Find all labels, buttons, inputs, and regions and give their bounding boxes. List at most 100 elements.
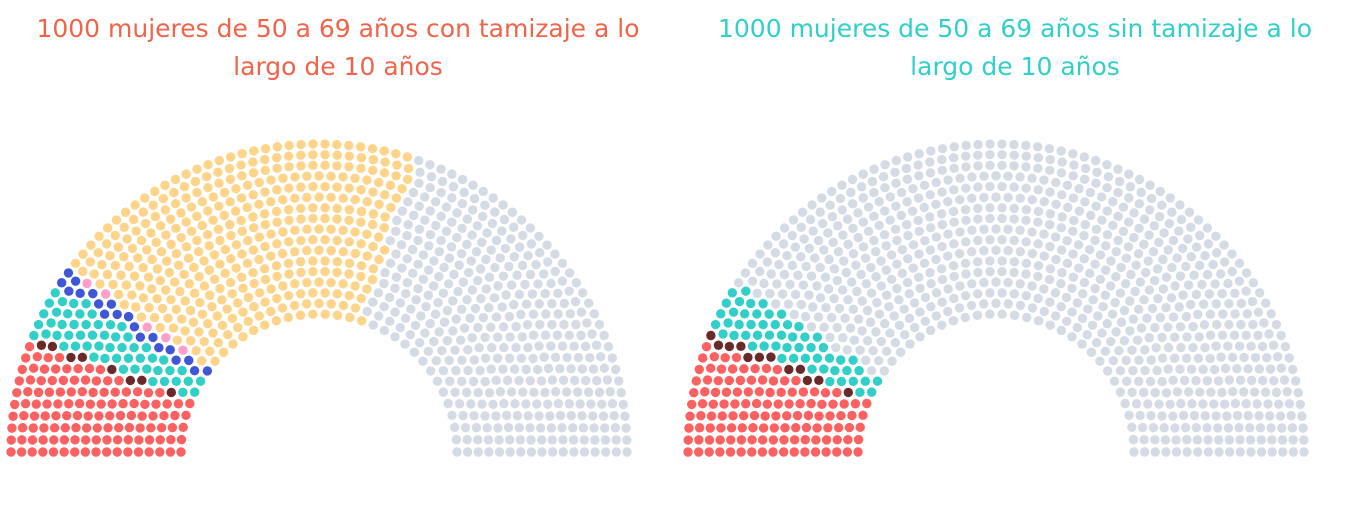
seat-dot-grey bbox=[991, 277, 1001, 287]
seat-dot-yellow bbox=[225, 174, 236, 184]
seat-dot-yellow bbox=[259, 264, 270, 274]
seat-dot-grey bbox=[1033, 316, 1044, 326]
seat-dot-yellow bbox=[338, 225, 348, 236]
seat-dot-grey bbox=[997, 139, 1007, 149]
seat-dot-grey bbox=[1213, 435, 1224, 445]
seat-dot-red bbox=[91, 376, 102, 386]
seat-dot-yellow bbox=[314, 224, 324, 234]
seat-dot-red bbox=[115, 410, 126, 421]
seat-dot-grey bbox=[406, 304, 416, 314]
seat-dot-grey bbox=[1200, 251, 1210, 261]
seat-dot-grey bbox=[949, 185, 959, 195]
seat-dot-grey bbox=[1062, 180, 1073, 190]
seat-dot-grey bbox=[829, 293, 839, 304]
seat-dot-grey bbox=[1158, 284, 1169, 294]
seat-dot-grey bbox=[568, 435, 579, 445]
seat-dot-teal bbox=[759, 341, 769, 351]
seat-dot-yellow bbox=[116, 270, 126, 280]
seat-dot-yellow bbox=[356, 206, 367, 217]
seat-dot-grey bbox=[1223, 423, 1234, 433]
seat-dot-red bbox=[121, 387, 132, 397]
seat-dot-grey bbox=[515, 435, 526, 445]
seat-dot-grey bbox=[967, 193, 977, 203]
seat-dot-red bbox=[726, 423, 737, 433]
seat-dot-grey bbox=[1227, 352, 1238, 362]
seat-dot-grey bbox=[434, 327, 444, 337]
seat-dot-blue bbox=[93, 299, 104, 309]
seat-dot-grey bbox=[1210, 279, 1220, 289]
seat-dot-grey bbox=[902, 219, 912, 230]
seat-dot-grey bbox=[1015, 193, 1025, 203]
seat-dot-blue bbox=[189, 366, 200, 376]
seat-dot-yellow bbox=[332, 139, 342, 150]
seat-dot-grey bbox=[408, 187, 419, 198]
seat-dot-grey bbox=[578, 423, 589, 433]
seat-dot-grey bbox=[1045, 320, 1055, 330]
seat-dot-yellow bbox=[142, 245, 152, 255]
seat-dot-grey bbox=[415, 167, 425, 178]
seat-dot-grey bbox=[1140, 345, 1150, 355]
seat-dot-grey bbox=[1199, 319, 1210, 330]
seat-dot-grey bbox=[1144, 230, 1154, 240]
seat-dot-grey bbox=[438, 288, 449, 298]
seat-dot-grey bbox=[985, 203, 995, 213]
seat-dot-red bbox=[124, 422, 135, 433]
seat-dot-grey bbox=[551, 387, 561, 397]
seat-dot-grey bbox=[1218, 309, 1228, 319]
seat-dot-grey bbox=[1229, 330, 1240, 340]
seat-dot-grey bbox=[1097, 328, 1107, 338]
seat-dot-red bbox=[49, 435, 59, 445]
seat-dot-grey bbox=[1200, 411, 1210, 421]
seat-dot-red bbox=[170, 410, 180, 421]
seat-dot-grey bbox=[598, 411, 609, 421]
seat-dot-yellow bbox=[89, 269, 99, 279]
seat-dot-grey bbox=[919, 258, 930, 269]
seat-dot-grey bbox=[1163, 245, 1173, 255]
seat-dot-grey bbox=[908, 183, 918, 194]
seat-dot-yellow bbox=[320, 203, 330, 213]
seat-dot-red bbox=[737, 423, 747, 433]
seat-dot-grey bbox=[469, 411, 479, 421]
seat-dot-yellow bbox=[314, 298, 324, 309]
parliament-chart-screened bbox=[6, 139, 632, 457]
seat-dot-red bbox=[16, 447, 27, 457]
seat-dot-yellow bbox=[296, 139, 306, 150]
seat-dot-grey bbox=[442, 336, 453, 346]
seat-dot-red bbox=[789, 447, 799, 457]
seat-dot-grey bbox=[1178, 290, 1188, 300]
seat-dot-yellow bbox=[350, 173, 360, 183]
seat-dot-yellow bbox=[165, 214, 176, 224]
seat-dot-grey bbox=[1039, 306, 1049, 317]
seat-dot-grey bbox=[1248, 319, 1258, 330]
seat-dot-grey bbox=[571, 319, 581, 330]
seat-dot-yellow bbox=[95, 279, 105, 289]
seat-dot-red bbox=[724, 375, 734, 386]
seat-dot-grey bbox=[1088, 295, 1098, 305]
seat-dot-grey bbox=[594, 387, 605, 398]
seat-dot-grey bbox=[1090, 283, 1100, 294]
seat-dot-grey bbox=[1033, 163, 1043, 174]
seat-dot-grey bbox=[1265, 364, 1276, 374]
seat-dot-red bbox=[732, 387, 743, 397]
seat-dot-grey bbox=[902, 277, 913, 288]
seat-dot-yellow bbox=[230, 206, 241, 216]
seat-dot-grey bbox=[453, 286, 463, 297]
seat-dot-grey bbox=[491, 235, 502, 246]
seat-dot-yellow bbox=[138, 262, 148, 273]
seat-dot-grey bbox=[1003, 299, 1013, 309]
seat-dot-yellow bbox=[186, 202, 197, 212]
seat-dot-teal bbox=[41, 329, 51, 339]
seat-dot-grey bbox=[985, 288, 995, 298]
seat-dot-grey bbox=[1272, 351, 1283, 362]
seat-dot-red bbox=[771, 411, 781, 421]
seat-dot-grey bbox=[432, 376, 443, 386]
seat-dot-grey bbox=[797, 207, 808, 217]
seat-dot-yellow bbox=[272, 163, 282, 174]
seat-dot-grey bbox=[1145, 376, 1156, 387]
seat-dot-grey bbox=[881, 290, 892, 300]
seat-dot-grey bbox=[1174, 226, 1184, 236]
seat-dot-red bbox=[70, 435, 80, 445]
seat-dot-grey bbox=[589, 309, 599, 319]
seat-dot-red bbox=[762, 399, 773, 409]
seat-dot-yellow bbox=[249, 301, 259, 312]
